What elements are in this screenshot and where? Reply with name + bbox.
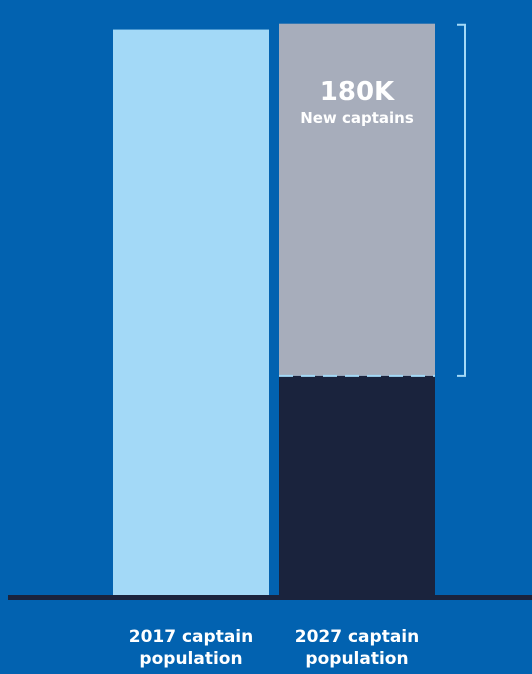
category-label-2017: 2017 captain population [128, 627, 254, 669]
bar-2027-existing [279, 375, 435, 597]
new-captains-label: 180K New captains [279, 76, 435, 128]
new-captains-value: 180K [319, 76, 395, 107]
category-label-2027: 2027 captain population [294, 627, 420, 669]
bar-2027-new [279, 23, 435, 376]
bar-2017-total [113, 29, 269, 598]
new-captains-text: New captains [300, 108, 414, 127]
new-captains-bracket [457, 23, 466, 377]
